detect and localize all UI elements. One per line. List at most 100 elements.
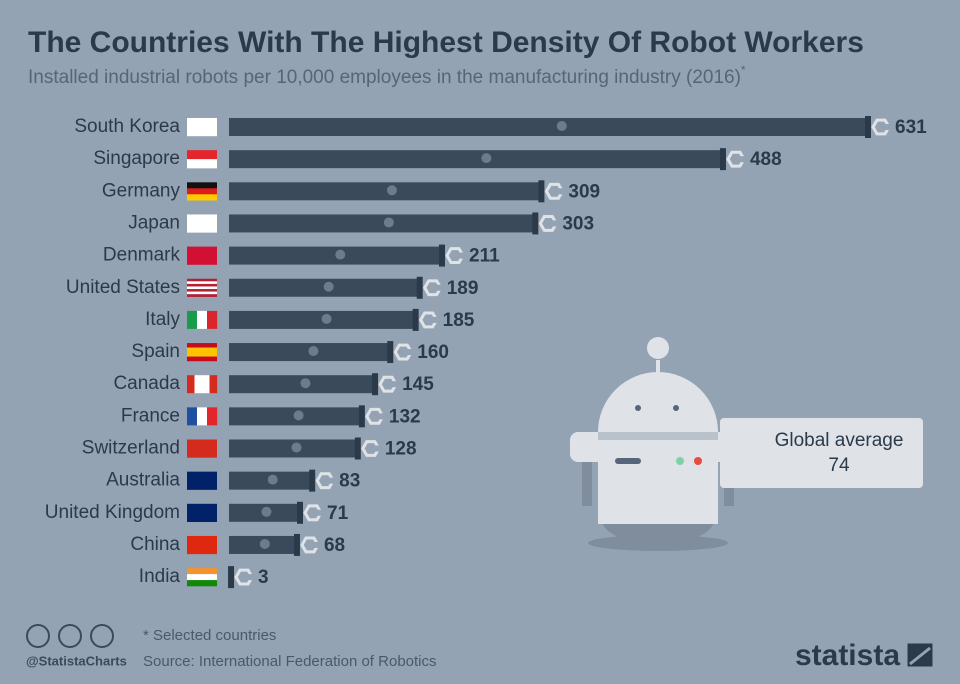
bar-cap xyxy=(719,148,726,171)
subtitle-text: Installed industrial robots per 10,000 e… xyxy=(28,67,741,88)
flag-stripe xyxy=(202,375,210,394)
gripper-gap xyxy=(883,124,891,130)
flag-stripe xyxy=(187,439,217,458)
category-label: United Kingdom xyxy=(45,502,180,523)
flag xyxy=(187,471,217,490)
flag-stripe xyxy=(187,159,217,169)
value-label: 68 xyxy=(324,535,345,556)
chart-title: The Countries With The Highest Density O… xyxy=(28,26,864,59)
value-label: 488 xyxy=(750,149,782,170)
category-label: Singapore xyxy=(93,148,180,169)
brand-logo xyxy=(904,640,936,670)
value-label: 132 xyxy=(389,406,421,427)
brand: statista xyxy=(795,639,900,672)
bar-group xyxy=(229,501,324,524)
bar-group xyxy=(228,566,255,589)
gripper xyxy=(303,504,323,522)
gripper-gap xyxy=(556,188,565,195)
gripper xyxy=(538,215,559,232)
value-label: 83 xyxy=(339,471,360,492)
flag-stripe xyxy=(187,503,217,522)
bar-cap xyxy=(412,308,419,331)
gripper-gap xyxy=(376,413,385,420)
value-label: 160 xyxy=(417,342,449,363)
flag-stripe xyxy=(187,150,217,160)
gripper xyxy=(234,568,254,586)
category-label: Denmark xyxy=(103,245,181,266)
bar-joint xyxy=(289,440,304,455)
bar-cap xyxy=(358,405,365,428)
bar-joint xyxy=(554,119,569,133)
flag xyxy=(187,439,217,458)
flag xyxy=(187,375,218,394)
bar-group xyxy=(229,405,385,428)
bar-joint xyxy=(321,279,336,294)
category-label: United States xyxy=(66,277,180,298)
flag-stripe xyxy=(187,294,217,297)
flag-stripe xyxy=(187,574,217,581)
bar-joint xyxy=(259,504,274,519)
flag-stripe xyxy=(187,407,198,426)
flag-stripe xyxy=(207,310,218,329)
bar-group xyxy=(229,180,565,203)
flag xyxy=(187,568,217,587)
bar-group xyxy=(229,212,559,235)
value-label: 185 xyxy=(443,310,475,331)
gripper-gap xyxy=(390,381,399,388)
flag xyxy=(187,310,218,329)
flag-stripe xyxy=(209,375,218,394)
gripper-gap xyxy=(405,349,414,356)
flag-stripe xyxy=(187,535,217,555)
value-label: 145 xyxy=(402,374,434,395)
value-label: 303 xyxy=(562,213,594,234)
category-label: Switzerland xyxy=(82,438,180,459)
flag-stripe xyxy=(187,283,217,287)
gripper-gap xyxy=(246,574,255,581)
gripper-gap xyxy=(430,316,439,323)
gripper xyxy=(422,279,443,297)
flag-stripe xyxy=(187,246,217,265)
robot xyxy=(570,337,923,551)
category-label: South Korea xyxy=(74,116,180,137)
bar-cap xyxy=(372,373,379,396)
category-label: India xyxy=(139,566,181,587)
flag-stripe xyxy=(207,407,218,426)
flag xyxy=(187,535,217,555)
bar-joint xyxy=(291,408,306,423)
handle: @StatistaCharts xyxy=(26,653,127,668)
bar-cap xyxy=(309,469,316,492)
category-label: Germany xyxy=(102,180,181,201)
flag-stripe xyxy=(187,118,217,137)
category-label: Canada xyxy=(113,373,180,394)
bar-cap xyxy=(228,566,235,589)
flag-stripe xyxy=(187,580,217,587)
gripper xyxy=(361,440,381,457)
flag xyxy=(187,118,217,137)
flag xyxy=(187,407,218,426)
flag-stripe xyxy=(187,356,217,362)
gripper-gap xyxy=(327,477,336,484)
category-label: France xyxy=(121,405,180,426)
flag-stripe xyxy=(187,214,217,233)
bar-joint xyxy=(298,376,313,391)
category-label: China xyxy=(130,534,180,555)
gripper xyxy=(544,182,565,200)
category-label: Italy xyxy=(145,309,180,330)
value-label: 71 xyxy=(327,503,349,524)
value-label: 128 xyxy=(385,439,417,460)
bar-joint xyxy=(384,183,399,198)
gripper-gap xyxy=(550,220,559,227)
bar-joint xyxy=(333,247,348,262)
bar-cap xyxy=(865,116,871,138)
flag-stripe xyxy=(187,310,198,329)
flag-stripe xyxy=(187,568,217,575)
flag xyxy=(187,246,217,265)
flag-stripe xyxy=(187,289,217,292)
flag-stripe xyxy=(187,471,217,490)
bar-cap xyxy=(439,244,446,267)
bar-group xyxy=(229,533,320,556)
flag-stripe xyxy=(197,407,208,426)
gripper xyxy=(418,311,439,329)
gripper xyxy=(726,150,746,168)
category-label: Japan xyxy=(128,212,180,233)
